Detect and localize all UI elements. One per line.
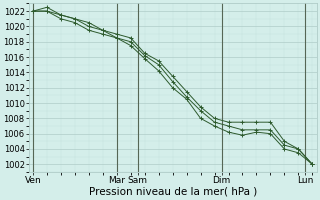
X-axis label: Pression niveau de la mer( hPa ): Pression niveau de la mer( hPa ) bbox=[89, 187, 257, 197]
